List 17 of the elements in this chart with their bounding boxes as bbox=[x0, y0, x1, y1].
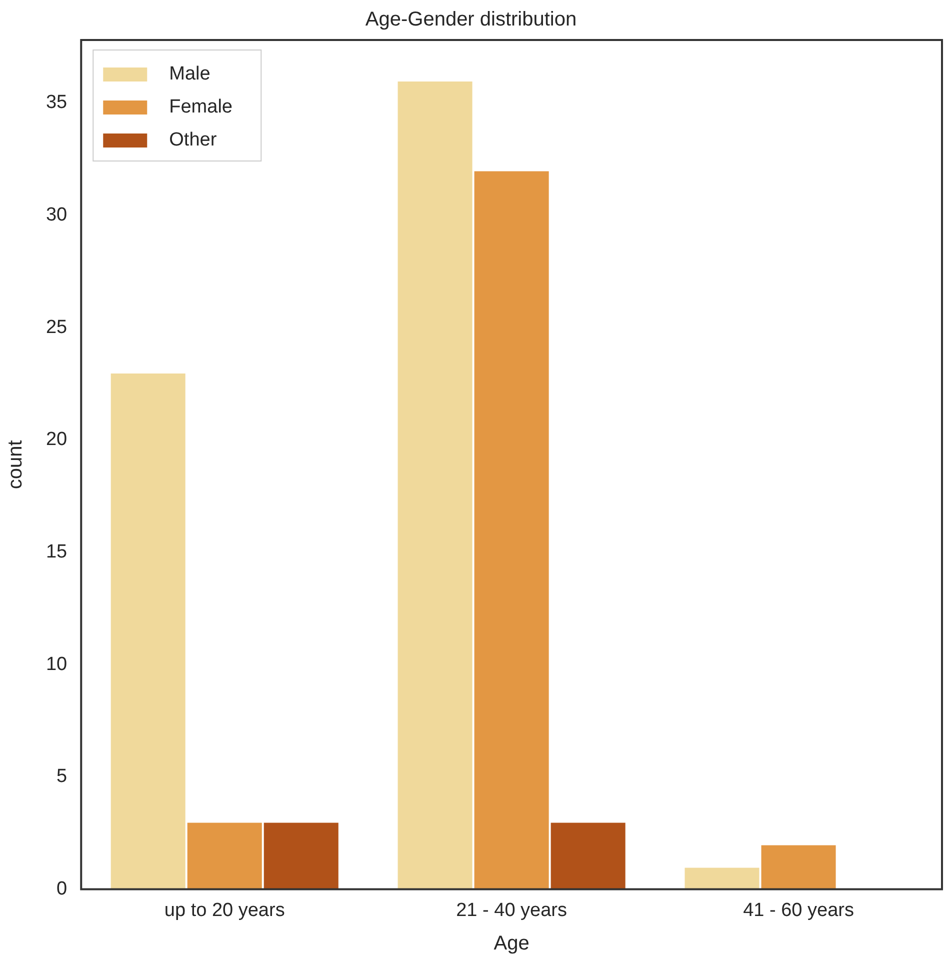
y-tick-label: 10 bbox=[46, 654, 68, 675]
x-tick-label: up to 20 years bbox=[164, 900, 285, 921]
y-tick-label: 20 bbox=[46, 429, 68, 450]
legend-label: Other bbox=[169, 130, 218, 151]
y-tick-label: 5 bbox=[56, 766, 68, 788]
y-tick-label: 35 bbox=[46, 92, 68, 114]
legend-label: Male bbox=[169, 64, 210, 85]
x-tick-label: 41 - 60 years bbox=[743, 900, 854, 921]
y-tick-label: 30 bbox=[46, 204, 68, 226]
chart-title: Age-Gender distribution bbox=[365, 8, 577, 31]
x-tick-label: 21 - 40 years bbox=[456, 900, 568, 921]
y-tick-label: 15 bbox=[46, 541, 68, 562]
y-axis-title: count bbox=[4, 440, 27, 490]
legend-label: Female bbox=[169, 96, 232, 118]
x-axis-title: Age bbox=[494, 932, 530, 955]
y-tick-label: 0 bbox=[56, 878, 68, 900]
y-tick-label: 25 bbox=[46, 316, 68, 338]
